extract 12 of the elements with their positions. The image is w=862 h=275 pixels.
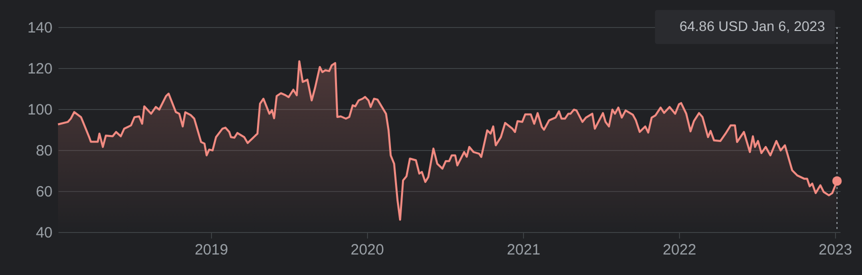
- y-tick-label: 60: [36, 184, 52, 200]
- x-tick-label: 2019: [194, 242, 228, 258]
- y-tick-label: 80: [36, 142, 52, 160]
- y-tick-label: 100: [27, 102, 52, 118]
- x-tick-label: 2023: [818, 242, 852, 258]
- x-tick-label: 2021: [506, 242, 540, 258]
- x-tick-label: 2020: [350, 242, 384, 258]
- y-tick-label: 140: [27, 20, 52, 36]
- annotation: 64.86 USD Jan 6, 2023: [679, 18, 826, 34]
- y-tick-label: 40: [36, 224, 52, 242]
- y-tick-label: 120: [27, 60, 52, 78]
- x-tick-label: 2022: [662, 242, 696, 258]
